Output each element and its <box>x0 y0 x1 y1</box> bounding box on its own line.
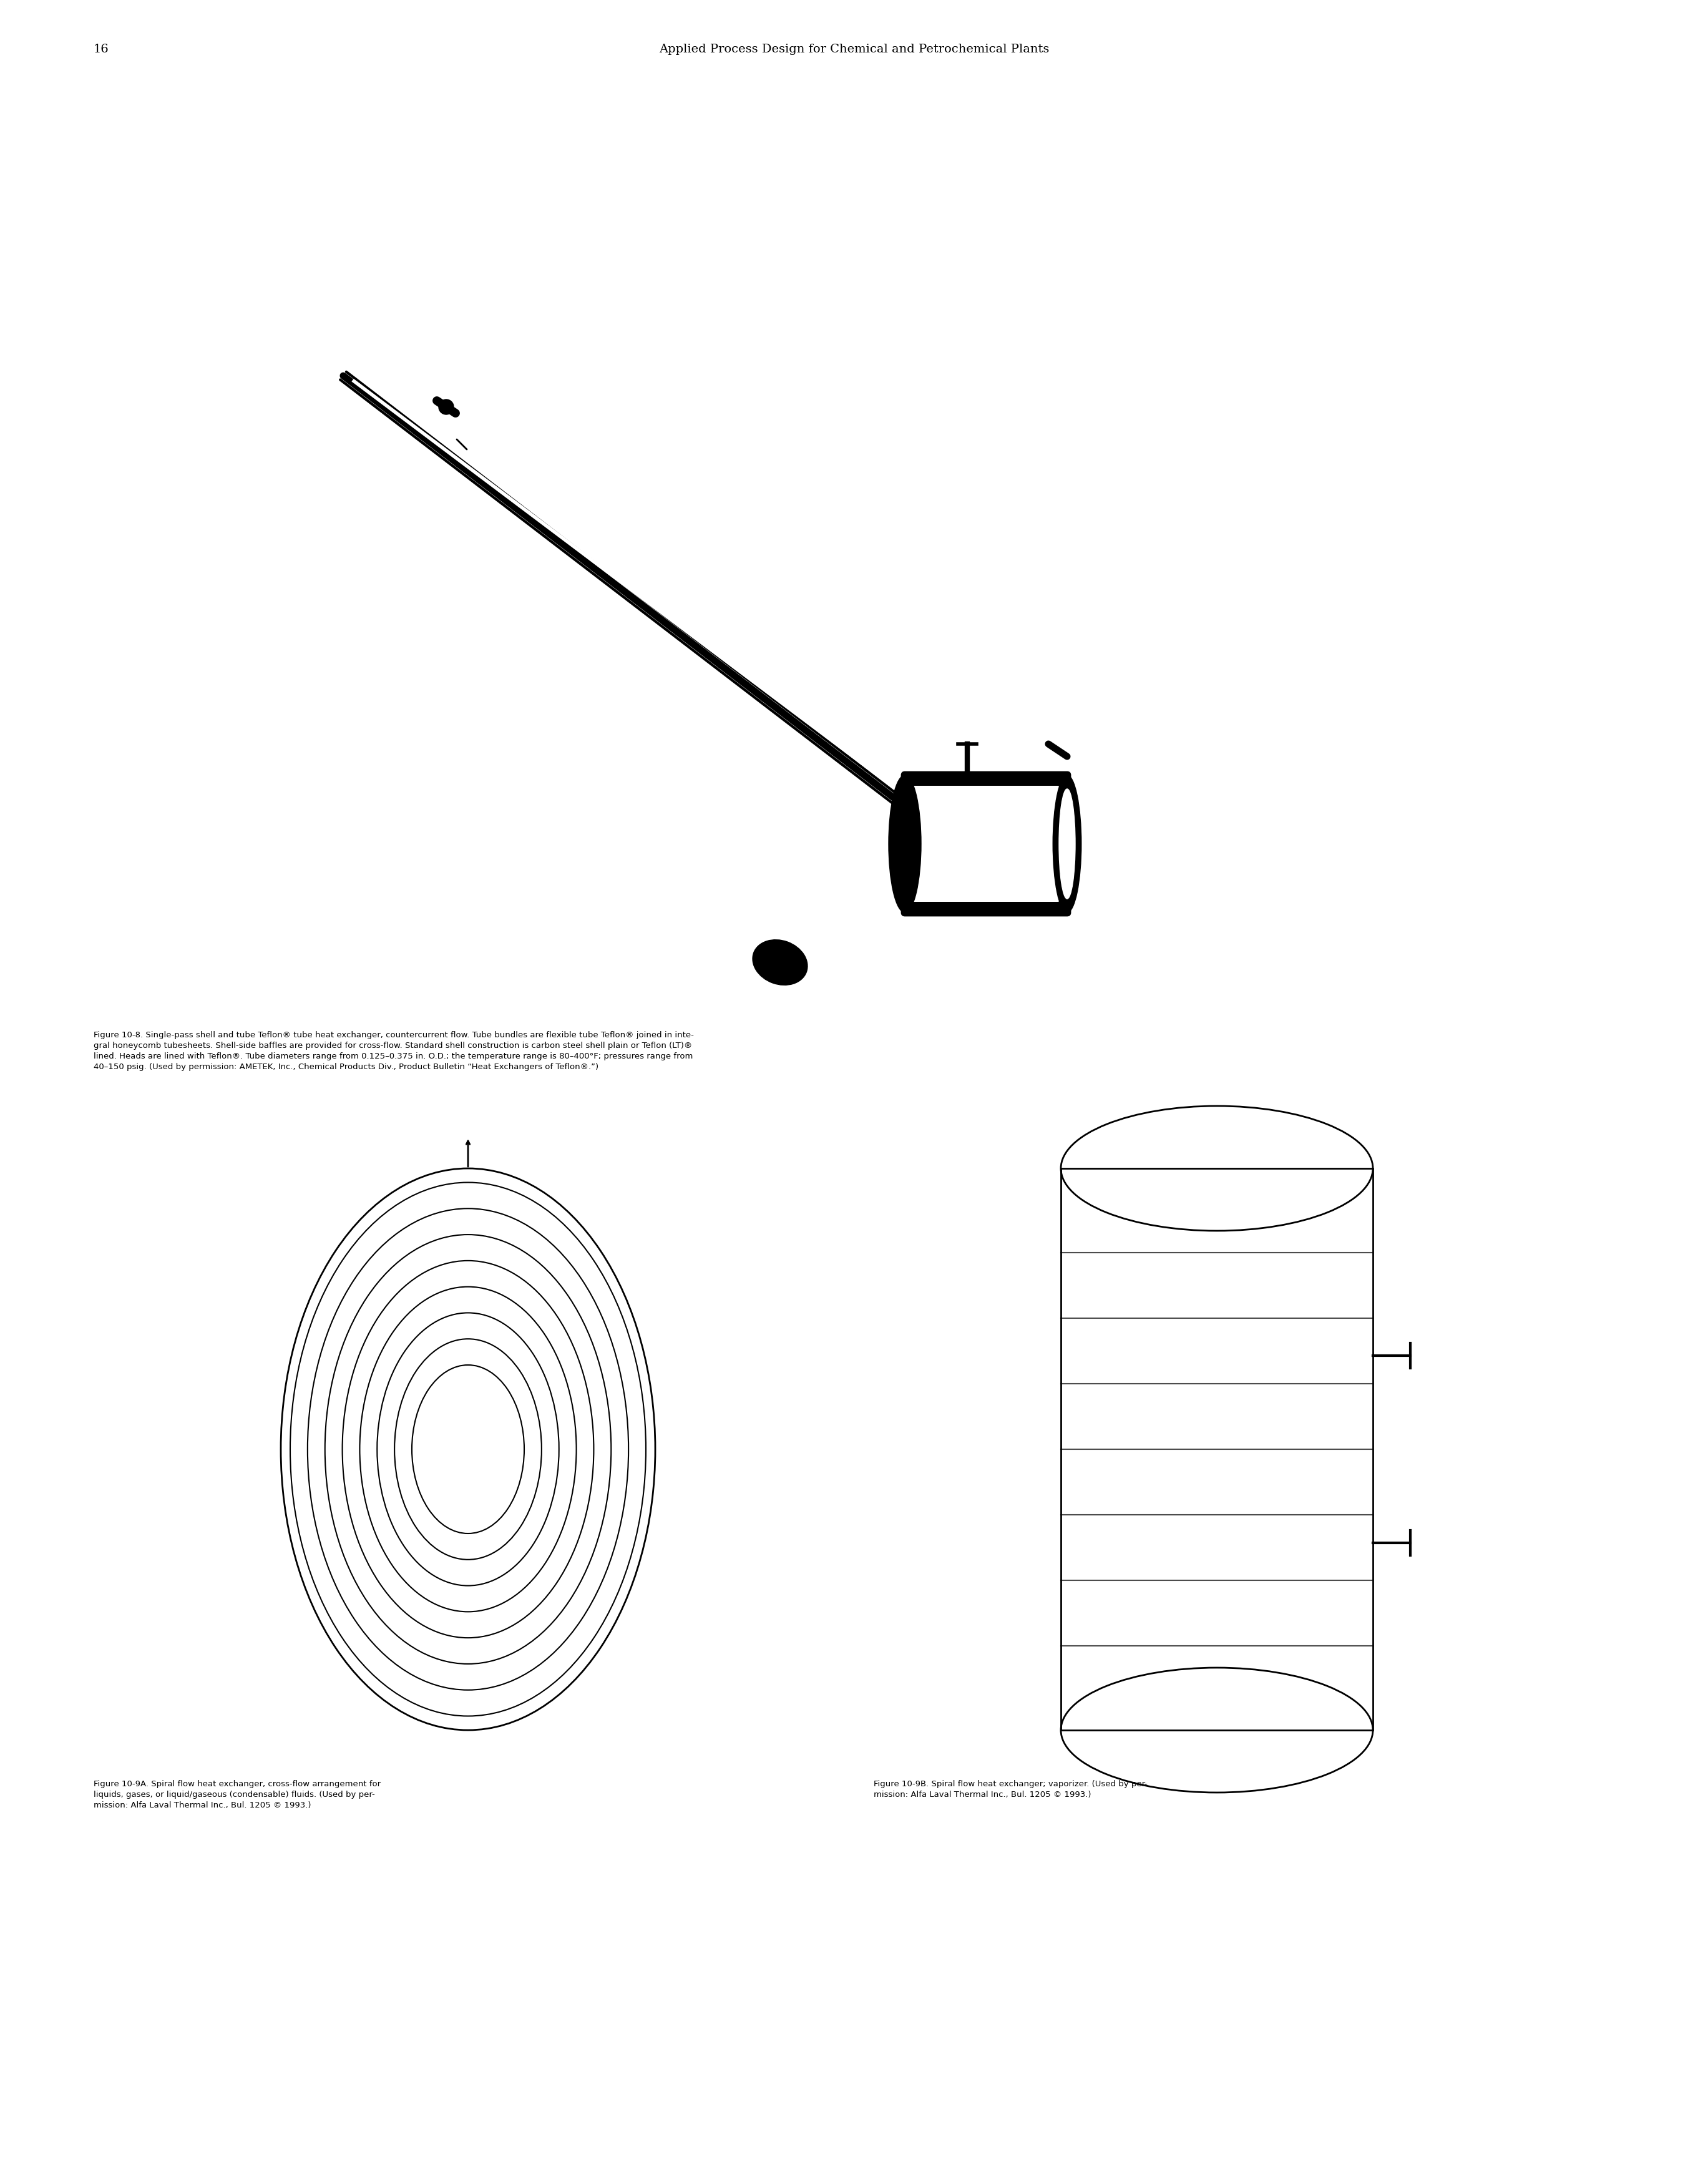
Circle shape <box>439 399 454 414</box>
Ellipse shape <box>753 940 808 986</box>
Text: Figure 10-9A. Spiral flow heat exchanger, cross-flow arrangement for
liquids, ga: Figure 10-9A. Spiral flow heat exchanger… <box>94 1779 381 1809</box>
FancyBboxPatch shape <box>912 787 1059 901</box>
Ellipse shape <box>888 776 921 912</box>
Ellipse shape <box>1052 776 1081 912</box>
Ellipse shape <box>1059 789 1076 899</box>
Text: Figure 10-8. Single-pass shell and tube Teflon® tube heat exchanger, countercurr: Figure 10-8. Single-pass shell and tube … <box>94 1031 693 1070</box>
Text: 16: 16 <box>94 43 109 54</box>
Bar <box>1061 1168 1373 1729</box>
FancyBboxPatch shape <box>902 771 1071 917</box>
Text: Figure 10-9B. Spiral flow heat exchanger; vaporizer. (Used by per-
mission: Alfa: Figure 10-9B. Spiral flow heat exchanger… <box>874 1779 1148 1799</box>
Text: Applied Process Design for Chemical and Petrochemical Plants: Applied Process Design for Chemical and … <box>659 43 1049 54</box>
